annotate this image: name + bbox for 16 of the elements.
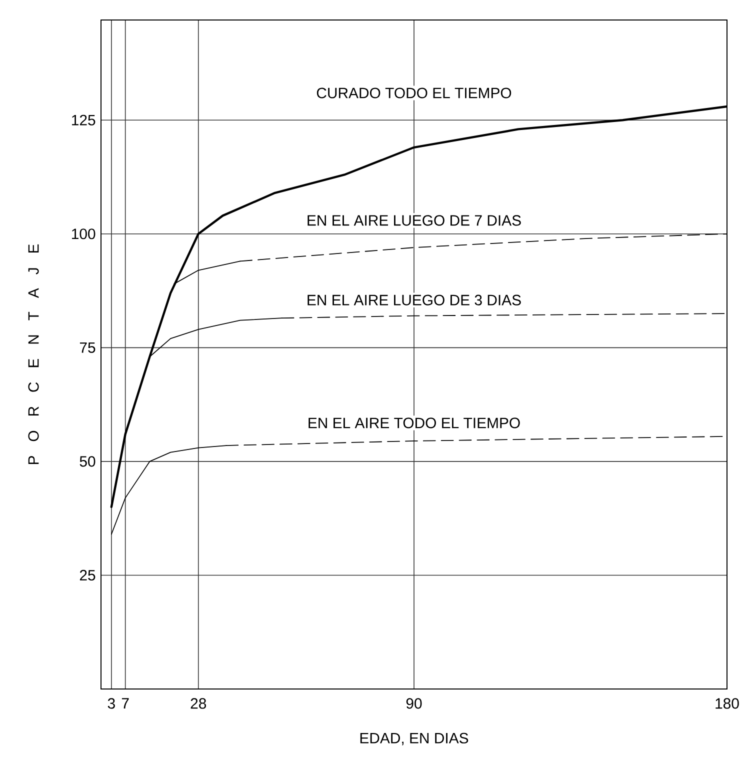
y-tick-label: 50 bbox=[80, 456, 96, 467]
series-label: EN EL AIRE TODO EL TIEMPO bbox=[308, 418, 520, 428]
y-tick-label: 75 bbox=[80, 342, 96, 353]
x-tick-label: 28 bbox=[190, 698, 206, 709]
x-tick-label: 180 bbox=[716, 698, 739, 709]
y-tick-label: 100 bbox=[72, 228, 96, 240]
text: CURADO TODO EL TIEMPO bbox=[316, 88, 512, 98]
y-axis-title: P O R C E N T A J E bbox=[28, 244, 39, 464]
x-tick-label: 90 bbox=[406, 698, 422, 709]
series-label: EN EL AIRE LUEGO DE 7 DIAS bbox=[308, 215, 521, 226]
series-label: EN EL AIRE LUEGO DE 3 DIAS bbox=[308, 294, 521, 306]
y-tick-label: 25 bbox=[80, 570, 96, 580]
x-axis-title: EDAD, EN DIAS bbox=[360, 732, 468, 746]
y-tick-label: 125 bbox=[72, 114, 96, 126]
x-tick-label: 3 bbox=[108, 698, 115, 709]
x-tick-label: 7 bbox=[122, 698, 129, 708]
